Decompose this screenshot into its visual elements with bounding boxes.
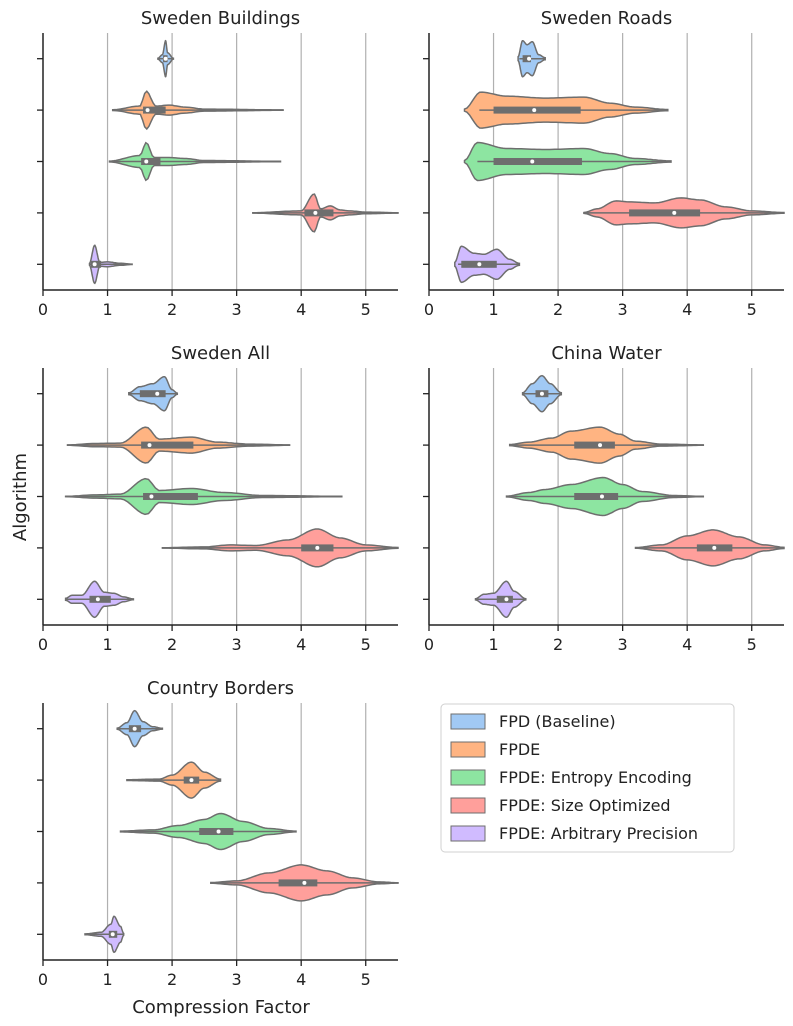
x-tick-label: 1 xyxy=(488,635,498,654)
violin-iqr-box-2 xyxy=(574,441,615,449)
x-tick-label: 2 xyxy=(167,635,177,654)
x-tick-label: 5 xyxy=(361,970,371,989)
violin-median-2 xyxy=(532,108,537,113)
violin-median-5 xyxy=(477,262,482,267)
panel-2: Sweden Roads 0 1 2 3 4 5 xyxy=(423,8,785,319)
panel-title: Sweden Roads xyxy=(541,8,672,29)
x-tick-label: 2 xyxy=(167,300,177,319)
x-tick-label: 4 xyxy=(296,635,306,654)
violin-median-2 xyxy=(598,443,603,448)
violin-iqr-box-2 xyxy=(141,441,194,449)
x-tick-label: 4 xyxy=(682,300,692,319)
violin-iqr-box-1 xyxy=(522,55,531,63)
x-tick-label: 1 xyxy=(102,635,112,654)
violin-median-1 xyxy=(163,56,168,61)
violin-iqr-box-3 xyxy=(141,158,161,165)
x-tick-label: 1 xyxy=(488,300,498,319)
violin-iqr-box-4 xyxy=(304,209,334,217)
x-tick-label: 0 xyxy=(424,635,434,654)
panel-title: Sweden All xyxy=(171,343,270,364)
violin-iqr-box-2 xyxy=(493,106,581,114)
x-tick-label: 3 xyxy=(232,300,242,319)
legend-swatch-3 xyxy=(450,769,486,786)
y-axis-label: Algorithm xyxy=(10,453,31,541)
x-tick-label: 0 xyxy=(38,635,48,654)
legend-frame xyxy=(440,703,735,853)
violin-median-3 xyxy=(144,159,149,164)
x-tick-label: 3 xyxy=(618,300,628,319)
violin-iqr-box-1 xyxy=(139,390,166,398)
violin-iqr-box-5 xyxy=(89,595,111,603)
legend-label-2: FPDE xyxy=(499,740,540,759)
x-tick-label: 3 xyxy=(232,970,242,989)
violin-iqr-box-3 xyxy=(574,493,619,500)
violin-median-4 xyxy=(712,545,717,550)
panel-4: China Water 0 1 2 3 4 5 xyxy=(423,343,785,654)
x-tick-label: 0 xyxy=(38,970,48,989)
violin-median-5 xyxy=(110,932,115,937)
panel-3: Sweden All 0 1 2 3 4 5 xyxy=(37,343,399,654)
violin-iqr-box-2 xyxy=(143,106,166,114)
legend-swatch-5 xyxy=(450,825,486,842)
violin-median-1 xyxy=(155,391,160,396)
violin-iqr-box-3 xyxy=(199,828,234,835)
violin-median-5 xyxy=(92,262,97,267)
violin-median-5 xyxy=(95,597,100,602)
violin-iqr-box-3 xyxy=(493,158,582,165)
violin-iqr-box-4 xyxy=(278,879,318,887)
panel-title: China Water xyxy=(551,343,662,364)
violin-median-3 xyxy=(530,159,535,164)
x-axis-label: Compression Factor xyxy=(132,997,310,1018)
legend-label-5: FPDE: Arbitrary Precision xyxy=(499,824,698,843)
violin-median-2 xyxy=(189,778,194,783)
violin-median-4 xyxy=(302,880,307,885)
x-tick-label: 4 xyxy=(682,635,692,654)
x-tick-label: 3 xyxy=(232,635,242,654)
panel-5: Country Borders 0 1 2 3 4 5 xyxy=(37,678,399,989)
x-tick-label: 0 xyxy=(38,300,48,319)
violin-iqr-box-4 xyxy=(629,209,701,217)
x-tick-label: 5 xyxy=(747,300,757,319)
legend: FPD (Baseline) FPDE FPDE: Entropy Encoding… xyxy=(440,703,735,853)
panels-layer: Sweden Buildings 0 1 2 3 4 5 Sweden Roads 0 1 2 3 4 5… xyxy=(37,8,785,989)
x-tick-label: 4 xyxy=(296,300,306,319)
x-tick-label: 5 xyxy=(361,635,371,654)
legend-label-3: FPDE: Entropy Encoding xyxy=(499,768,692,787)
violin-median-3 xyxy=(216,829,221,834)
x-tick-label: 2 xyxy=(553,635,563,654)
violin-median-4 xyxy=(313,210,318,215)
x-tick-label: 5 xyxy=(747,635,757,654)
legend-label-1: FPD (Baseline) xyxy=(499,712,616,731)
legend-swatch-2 xyxy=(450,741,486,758)
panel-1: Sweden Buildings 0 1 2 3 4 5 xyxy=(37,8,399,319)
legend-swatch-4 xyxy=(450,797,486,814)
violin-median-1 xyxy=(539,391,544,396)
x-tick-label: 2 xyxy=(553,300,563,319)
violin-median-5 xyxy=(504,597,509,602)
x-tick-label: 0 xyxy=(424,300,434,319)
violin-median-4 xyxy=(672,210,677,215)
x-tick-label: 4 xyxy=(296,970,306,989)
violin-median-1 xyxy=(132,726,137,731)
x-tick-label: 1 xyxy=(102,970,112,989)
legend-swatch-1 xyxy=(450,713,486,730)
x-tick-label: 3 xyxy=(618,635,628,654)
violin-median-2 xyxy=(145,108,150,113)
violin-median-1 xyxy=(527,56,532,61)
violin-median-3 xyxy=(599,494,604,499)
panel-title: Sweden Buildings xyxy=(141,8,300,29)
x-tick-label: 5 xyxy=(361,300,371,319)
violin-median-4 xyxy=(315,545,320,550)
x-tick-label: 1 xyxy=(102,300,112,319)
x-tick-label: 2 xyxy=(167,970,177,989)
legend-label-4: FPDE: Size Optimized xyxy=(499,796,671,815)
violin-iqr-box-3 xyxy=(143,493,198,500)
violin-median-3 xyxy=(149,494,154,499)
violin-median-2 xyxy=(147,443,152,448)
panel-title: Country Borders xyxy=(147,678,294,699)
